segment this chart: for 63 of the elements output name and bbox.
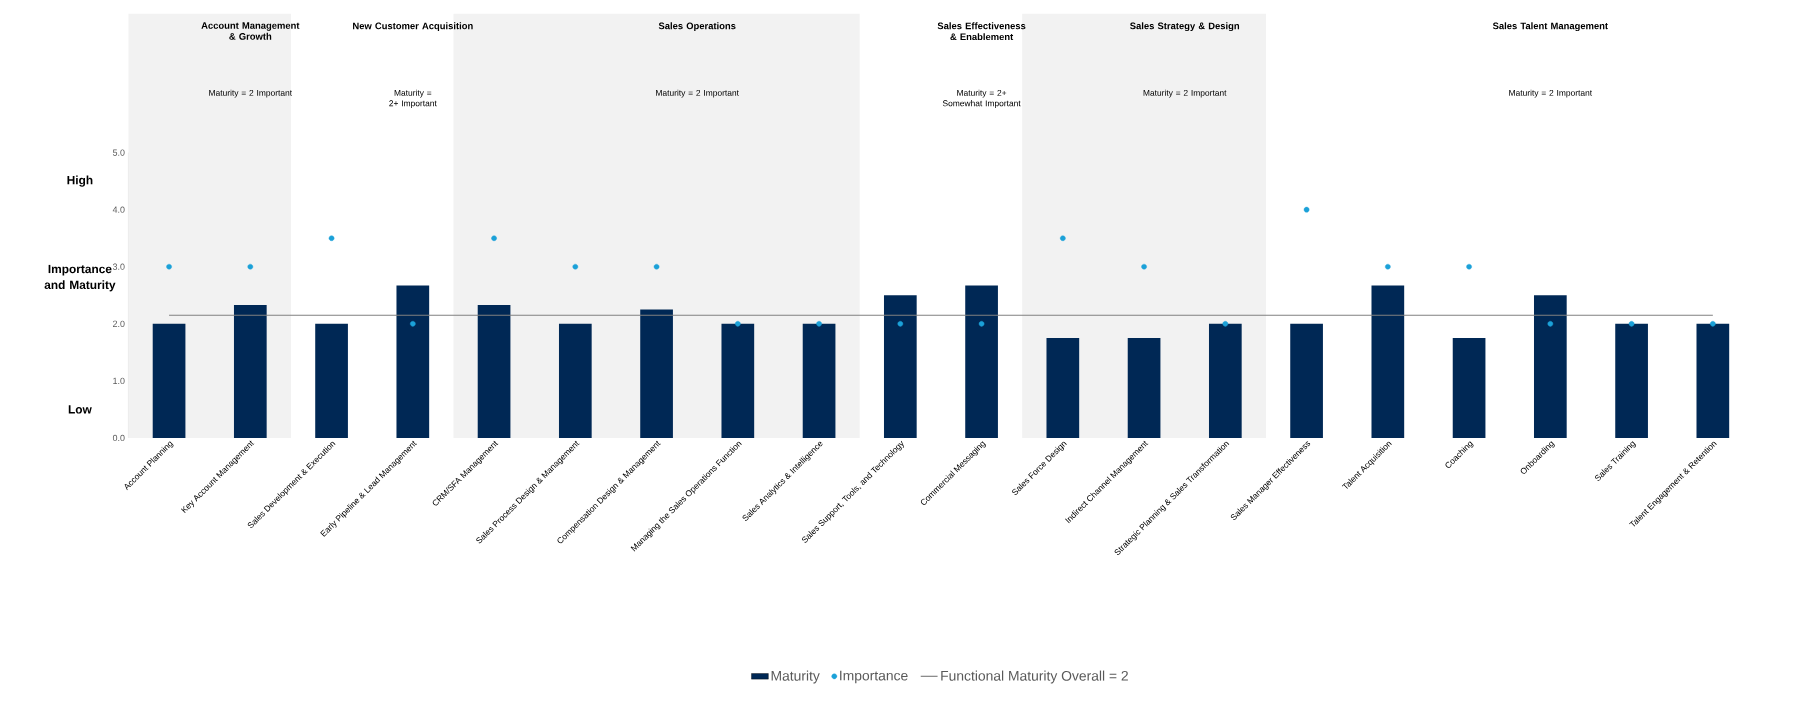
text: Low xyxy=(68,405,92,414)
bar xyxy=(802,323,836,438)
point xyxy=(1547,320,1554,327)
text: New Customer Acquisition xyxy=(353,22,473,31)
y-tick-label: 3.0 xyxy=(112,263,125,270)
bar xyxy=(1371,285,1405,438)
point xyxy=(328,235,335,241)
point xyxy=(816,320,822,327)
point xyxy=(1060,235,1066,241)
point xyxy=(1466,263,1472,270)
point xyxy=(1303,206,1310,213)
point xyxy=(1385,263,1391,270)
bar xyxy=(558,323,592,438)
bar xyxy=(233,304,267,438)
text: Maturity = 2+ Somewhat Important xyxy=(942,89,1021,108)
bar xyxy=(152,323,186,438)
point xyxy=(572,263,579,270)
text: Maturity = 2 Important xyxy=(1509,89,1593,98)
bar xyxy=(883,295,917,438)
bar xyxy=(1696,323,1730,438)
text: Maturity = 2 Important xyxy=(1143,89,1227,98)
band-label: Account Management & Growth xyxy=(201,22,300,40)
text: Maturity = 2 Important xyxy=(209,89,293,98)
y-tick-label: 2.0 xyxy=(113,320,125,327)
point xyxy=(653,263,660,270)
text: Sales Talent Management xyxy=(1492,22,1608,31)
bar xyxy=(396,285,430,438)
point xyxy=(897,320,904,327)
legend-label: Importance xyxy=(840,670,908,684)
point xyxy=(491,235,497,241)
band-label: Sales Strategy & Design xyxy=(1130,22,1240,31)
y-tick-label: 5.0 xyxy=(112,149,125,156)
point xyxy=(1141,263,1147,270)
text: High xyxy=(67,175,93,187)
bar xyxy=(1127,337,1161,438)
bar xyxy=(1533,295,1567,438)
bar xyxy=(477,304,511,438)
legend-label: Maturity xyxy=(771,670,820,684)
text: Sales Effectiveness & Enablement xyxy=(937,22,1026,40)
text: Maturity = 2+ Important xyxy=(389,89,437,108)
bar xyxy=(1290,323,1323,438)
bar xyxy=(640,309,673,438)
bar xyxy=(1452,337,1486,438)
text: Maturity = 2 Important xyxy=(656,89,739,98)
bar xyxy=(1208,323,1242,438)
bar xyxy=(315,323,348,438)
y-tick-label: 1.0 xyxy=(113,377,125,384)
point xyxy=(166,263,172,270)
point xyxy=(735,320,741,327)
bar xyxy=(1046,337,1080,438)
y-tick-label: 4.0 xyxy=(112,206,125,213)
y-tick-label: 0.0 xyxy=(112,434,125,441)
point xyxy=(1222,320,1229,327)
legend-label: Functional Maturity Overall = 2 xyxy=(941,670,1128,684)
point xyxy=(410,320,416,327)
point xyxy=(978,320,985,327)
point xyxy=(1628,320,1635,327)
point xyxy=(1710,320,1716,327)
bar xyxy=(1615,323,1648,438)
bar xyxy=(965,285,998,438)
point xyxy=(247,263,254,270)
bar xyxy=(721,323,755,438)
band-label: Sales Operations xyxy=(658,22,736,31)
